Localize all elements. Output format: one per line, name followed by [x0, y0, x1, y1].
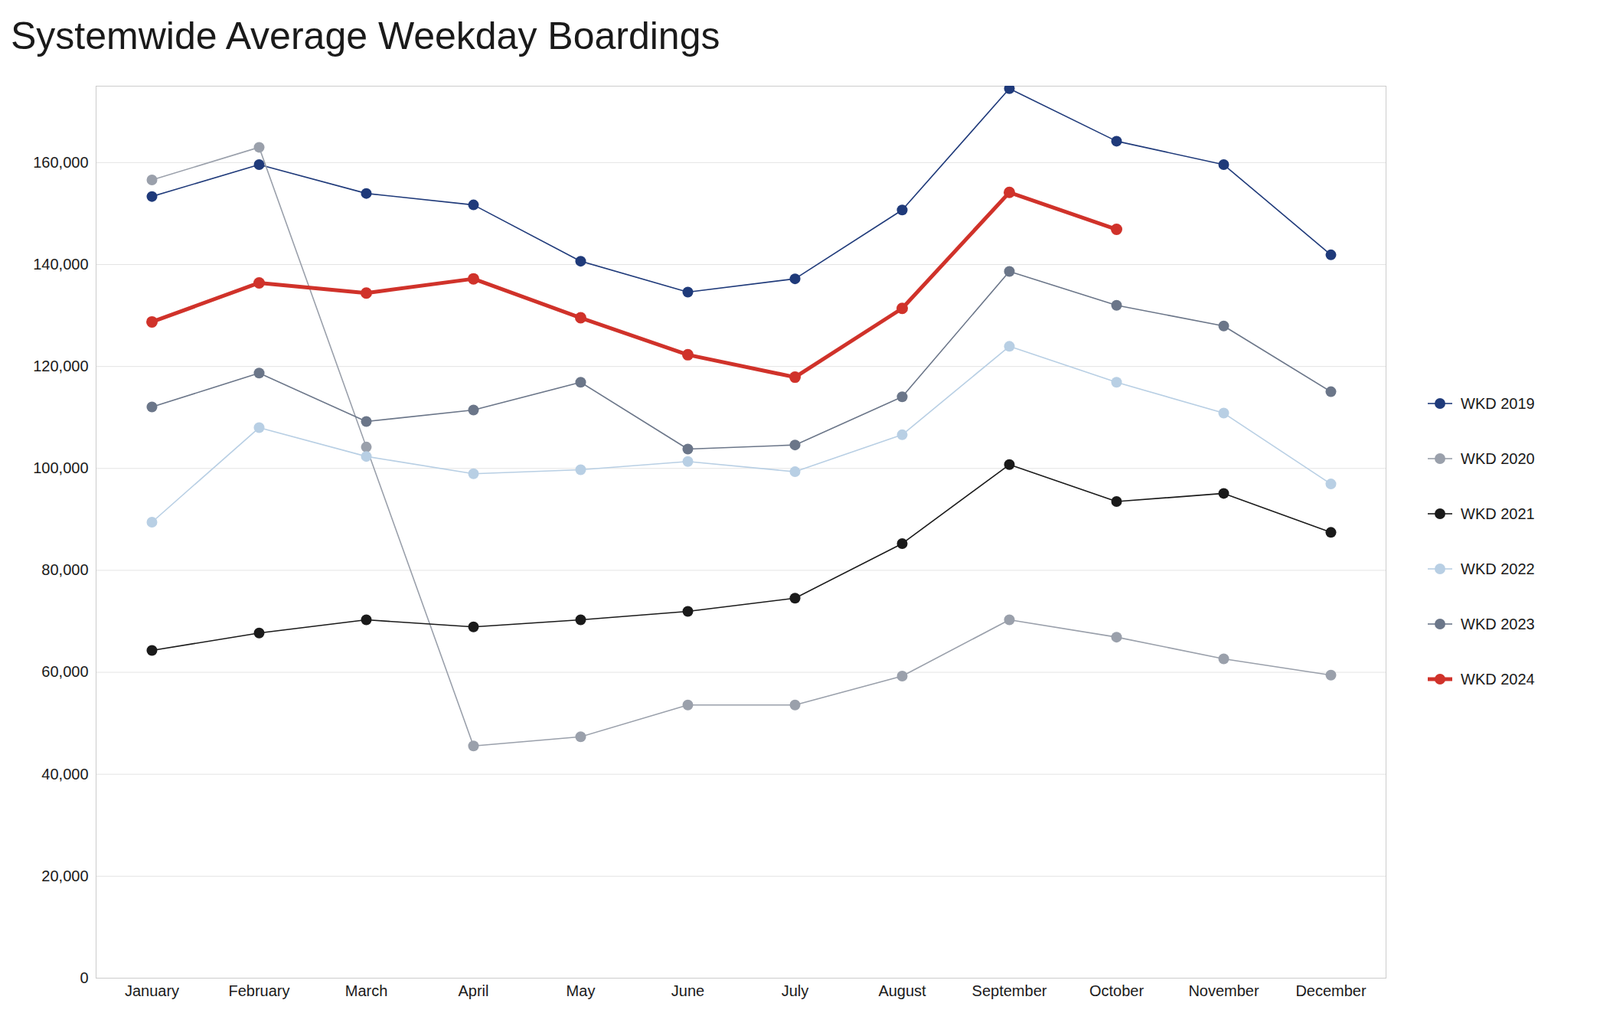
- svg-text:December: December: [1295, 982, 1367, 1000]
- svg-text:May: May: [566, 982, 596, 1000]
- svg-text:July: July: [781, 982, 810, 1000]
- svg-text:March: March: [345, 982, 389, 1000]
- html-text:WKD 2021: WKD 2021: [1460, 504, 1535, 522]
- svg-text:120,000: 120,000: [32, 357, 89, 375]
- html-text:WKD 2022: WKD 2022: [1460, 560, 1535, 577]
- svg-text:100,000: 100,000: [32, 459, 89, 477]
- svg-text:160,000: 160,000: [32, 153, 89, 171]
- html-text:Systemwide Average Weekday Boa: Systemwide Average Weekday Boardings: [10, 14, 720, 58]
- svg-text:June: June: [671, 982, 705, 1000]
- svg-text:0: 0: [79, 969, 89, 987]
- svg-text:October: October: [1089, 982, 1144, 1000]
- svg-text:40,000: 40,000: [41, 765, 89, 783]
- svg-text:September: September: [972, 982, 1048, 1000]
- svg-text:November: November: [1188, 982, 1260, 1000]
- svg-text:February: February: [228, 982, 290, 1000]
- svg-text:60,000: 60,000: [41, 662, 89, 680]
- svg-text:August: August: [878, 982, 927, 1000]
- html-text:WKD 2024: WKD 2024: [1460, 670, 1535, 688]
- svg-text:140,000: 140,000: [32, 255, 89, 273]
- html-text:WKD 2020: WKD 2020: [1460, 449, 1535, 467]
- svg-text:January: January: [124, 982, 180, 1000]
- svg-text:80,000: 80,000: [41, 561, 89, 578]
- svg-text:April: April: [457, 982, 489, 1000]
- html-text:WKD 2019: WKD 2019: [1460, 394, 1535, 412]
- svg-text:20,000: 20,000: [41, 867, 89, 885]
- html-text:WKD 2023: WKD 2023: [1460, 615, 1535, 632]
